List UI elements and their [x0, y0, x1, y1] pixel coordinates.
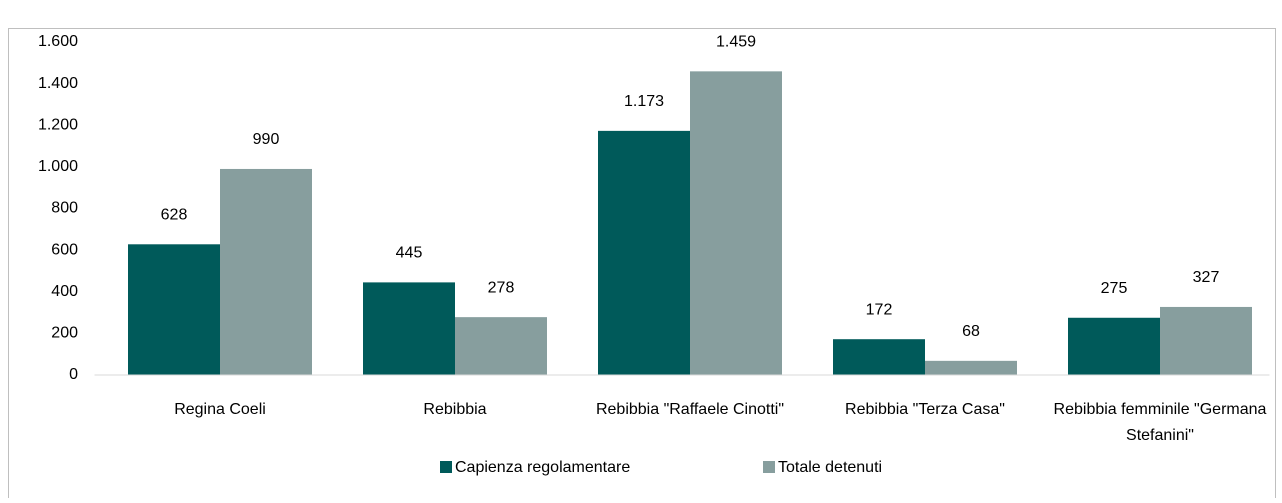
y-tick-label: 400 [51, 283, 78, 300]
data-label: 327 [1193, 269, 1220, 286]
y-tick-label: 1.200 [38, 116, 78, 133]
y-tick-label: 800 [51, 200, 78, 217]
bar [833, 339, 925, 375]
data-label: 275 [1101, 280, 1128, 297]
legend-label: Totale detenuti [778, 459, 882, 476]
data-label: 278 [488, 279, 515, 296]
bar [1160, 306, 1252, 375]
x-tick-label: Regina Coeli [174, 401, 266, 418]
y-tick-label: 200 [51, 325, 78, 342]
legend-swatch [440, 461, 452, 473]
bar [1068, 317, 1160, 375]
x-tick-label: Rebibbia femminile "Germana Stefanini" [1054, 401, 1267, 444]
bar [128, 244, 220, 375]
y-tick-label: 1.400 [38, 75, 78, 92]
y-tick-label: 600 [51, 241, 78, 258]
x-tick-label: Rebibbia [423, 401, 486, 418]
legend-swatch [763, 461, 775, 473]
y-tick-label: 1.600 [38, 33, 78, 50]
x-tick-label: Rebibbia "Raffaele Cinotti" [596, 401, 784, 418]
data-label: 172 [866, 301, 893, 318]
y-tick-label: 1.000 [38, 158, 78, 175]
y-tick-label: 0 [69, 366, 78, 383]
bar [455, 317, 547, 375]
data-label: 990 [253, 131, 280, 148]
bar [690, 71, 782, 375]
data-label: 445 [396, 245, 423, 262]
data-label: 1.459 [716, 34, 756, 51]
bar [220, 168, 312, 375]
bar [598, 130, 690, 375]
bar [363, 282, 455, 375]
bar [925, 360, 1017, 375]
data-label: 628 [161, 207, 188, 224]
data-label: 68 [962, 323, 980, 340]
legend-label: Capienza regolamentare [455, 459, 630, 476]
data-label: 1.173 [624, 93, 664, 110]
x-tick-label: Rebibbia "Terza Casa" [845, 401, 1005, 418]
